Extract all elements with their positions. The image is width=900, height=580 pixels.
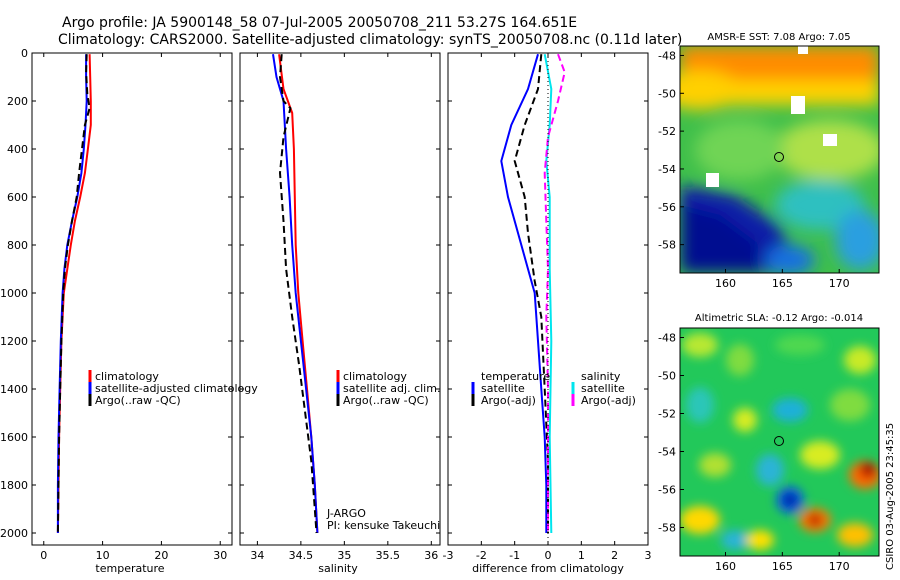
legend-climatology: climatology: [343, 370, 407, 383]
difference-plot: -3 -2 -1 0 1 2 3: [443, 52, 652, 562]
y-tick-label: 2000: [0, 527, 28, 540]
map-y-tick-label: -56: [658, 484, 676, 497]
header-line2: Climatology: CARS2000. Satellite-adjuste…: [58, 32, 682, 48]
x-tick-label: 20: [154, 549, 168, 562]
y-tick-label: 800: [7, 239, 28, 252]
x-tick-label: 3: [645, 549, 652, 562]
sla-map-title: Altimetric SLA: -0.12 Argo: -0.014: [695, 313, 863, 324]
x-tick-label: 34.5: [289, 549, 314, 562]
temperature-xlabel: temperature: [95, 562, 164, 575]
map-y-tick-label: -56: [658, 201, 676, 214]
series-line: [543, 54, 553, 534]
x-tick-label: 35: [337, 549, 351, 562]
series-line: [272, 54, 319, 534]
map-x-tick-label: 170: [829, 277, 850, 290]
temperature-panel: [31, 52, 233, 546]
legend-salinity: salinity: [581, 370, 621, 383]
map-y-tick-label: -50: [658, 370, 676, 383]
legend-temp-satellite: satellite: [481, 382, 525, 395]
map-x-tick-label: 160: [715, 560, 736, 573]
x-tick-label: 1: [578, 549, 585, 562]
argo-location-marker: [774, 436, 784, 446]
argo-location-marker: [774, 152, 784, 162]
x-tick-label: 34: [250, 549, 264, 562]
sst-map-frame: [679, 45, 880, 274]
y-tick-label: 600: [7, 191, 28, 204]
x-tick-label: 35.5: [376, 549, 401, 562]
legend-temp-argo: Argo(-adj): [481, 394, 536, 407]
salinity-xlabel: salinity: [318, 562, 358, 575]
x-tick-label: 0: [545, 549, 552, 562]
sst-map-axes: 160 165 170 -48 -50 -52 -54 -56 -58: [658, 49, 850, 290]
y-tick-label: 1400: [0, 383, 28, 396]
x-tick-label: -2: [476, 549, 487, 562]
series-line: [500, 53, 548, 533]
footer-timestamp: CSIRO 03-Aug-2005 23:45:35: [885, 423, 896, 570]
x-tick-label: 36: [424, 549, 438, 562]
map-y-tick-label: -50: [658, 87, 676, 100]
sst-map-title: AMSR-E SST: 7.08 Argo: 7.05: [707, 32, 850, 43]
x-tick-label: 10: [96, 549, 110, 562]
x-tick-label: 2: [611, 549, 618, 562]
y-tick-label: 0: [21, 47, 28, 60]
y-tick-label: 1600: [0, 431, 28, 444]
salinity-plot: 34 34.5 35 35.5 36: [240, 52, 440, 562]
legend-temperature: temperature: [481, 370, 550, 383]
y-tick-label: 400: [7, 143, 28, 156]
sla-map-image: [680, 328, 879, 556]
x-tick-label: 0: [40, 549, 47, 562]
y-tick-label: 1200: [0, 335, 28, 348]
series-line: [543, 53, 566, 533]
map-y-tick-label: -54: [658, 163, 676, 176]
sst-map-image: [680, 46, 879, 273]
map-y-tick-label: -58: [658, 522, 676, 535]
series-line: [56, 54, 88, 533]
series-line: [56, 54, 91, 534]
map-y-tick-label: -52: [658, 408, 676, 421]
legend-satellite-adj: satellite adj. clim.: [343, 382, 440, 395]
map-y-tick-label: -52: [658, 125, 676, 138]
map-y-tick-label: -54: [658, 446, 676, 459]
annotation-jargo: J-ARGO: [326, 507, 366, 520]
legend-satellite-adjusted: satellite-adjusted climatology: [95, 382, 258, 395]
salinity-panel: [239, 52, 441, 546]
legend-climatology: climatology: [95, 370, 159, 383]
legend-sal-argo: Argo(-adj): [581, 394, 636, 407]
sla-map-axes: 160 165 170 -48 -50 -52 -54 -56 -58: [658, 332, 850, 574]
series-line: [278, 54, 318, 534]
difference-xlabel: difference from climatology: [472, 562, 624, 575]
map-x-tick-label: 170: [829, 560, 850, 573]
salinity-legend: climatology satellite adj. clim. Argo(..…: [326, 370, 440, 532]
map-x-tick-label: 160: [715, 277, 736, 290]
map-y-tick-label: -48: [658, 332, 676, 345]
temperature-plot: 0 10 20 30 0 200 400 600 800 1000 1200 1400 1600 1800…: [0, 47, 232, 562]
map-x-tick-label: 165: [772, 560, 793, 573]
y-tick-label: 1800: [0, 479, 28, 492]
map-y-tick-label: -58: [658, 239, 676, 252]
header-line1: Argo profile: JA 5900148_58 07-Jul-2005 …: [62, 15, 577, 31]
map-x-tick-label: 165: [772, 277, 793, 290]
series-line: [513, 54, 549, 533]
difference-legend: temperature satellite Argo(-adj) salinit…: [471, 370, 636, 407]
legend-sal-satellite: satellite: [581, 382, 625, 395]
y-tick-label: 200: [7, 95, 28, 108]
x-tick-label: -3: [443, 549, 454, 562]
legend-argo: Argo(..raw -QC): [95, 394, 181, 407]
map-y-tick-label: -48: [658, 49, 676, 62]
x-tick-label: 30: [213, 549, 227, 562]
x-tick-label: -1: [509, 549, 520, 562]
y-tick-label: 1000: [0, 287, 28, 300]
temperature-legend: climatology satellite-adjusted climatolo…: [88, 370, 258, 407]
sla-map-frame: [679, 327, 880, 557]
legend-argo: Argo(..raw -QC): [343, 394, 429, 407]
annotation-pi: PI: kensuke Takeuchi: [327, 519, 440, 532]
